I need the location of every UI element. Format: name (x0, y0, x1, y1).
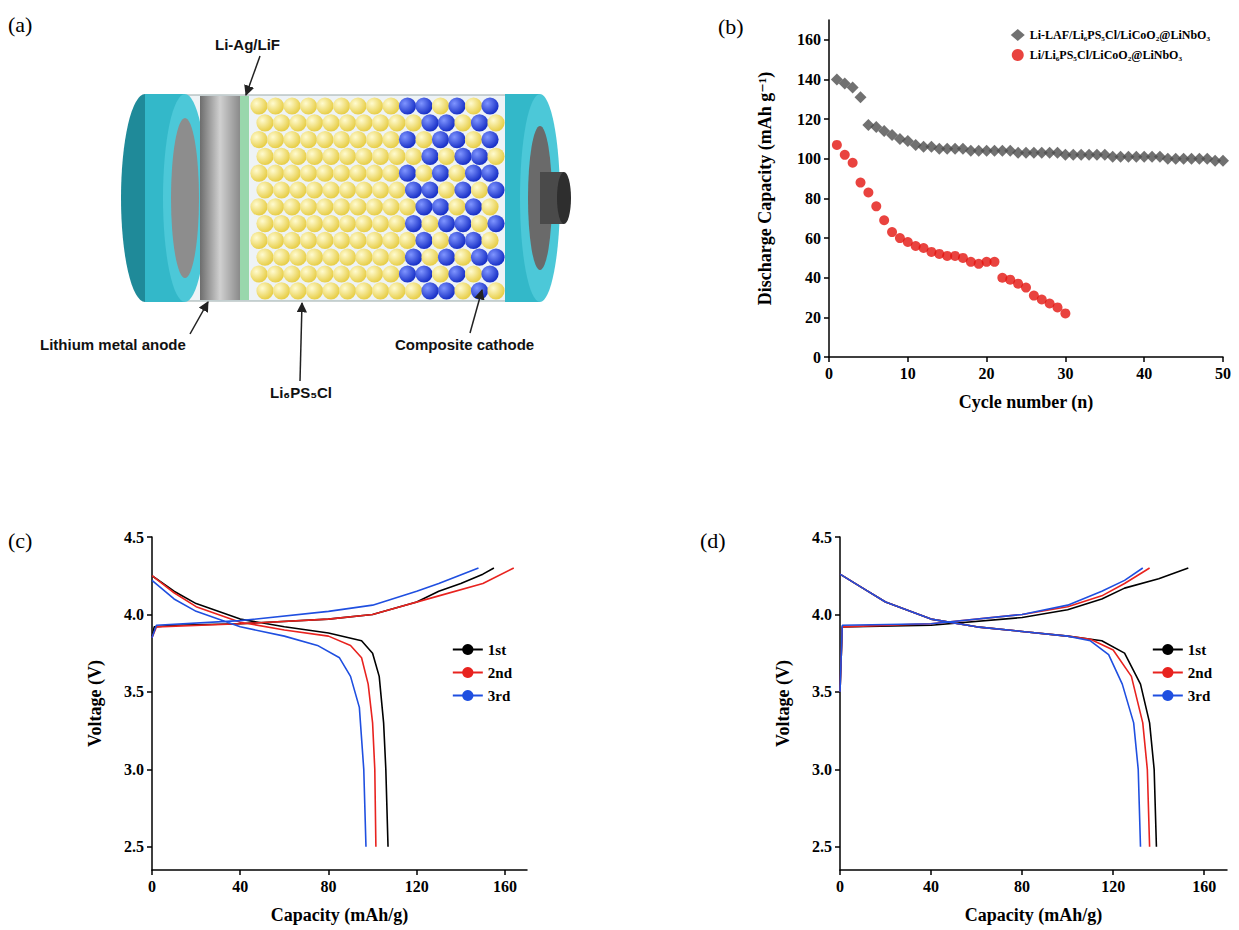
svg-text:40: 40 (805, 269, 821, 286)
svg-text:Voltage (V): Voltage (V) (85, 660, 106, 747)
svg-text:Capacity (mAh/g): Capacity (mAh/g) (965, 905, 1103, 926)
svg-text:140: 140 (797, 71, 821, 88)
svg-text:3.0: 3.0 (124, 761, 144, 778)
svg-text:3rd: 3rd (488, 688, 511, 704)
svg-text:Li₆PS₅Cl: Li₆PS₅Cl (270, 384, 332, 401)
svg-text:Li-LAF/Li₆PS₅Cl/LiCoO₂@LiNbO₃: Li-LAF/Li₆PS₅Cl/LiCoO₂@LiNbO₃ (1030, 28, 1211, 42)
svg-text:Discharge Capacity (mAh g⁻¹): Discharge Capacity (mAh g⁻¹) (755, 72, 776, 305)
svg-text:Capacity (mAh/g): Capacity (mAh/g) (271, 905, 409, 926)
svg-text:0: 0 (813, 349, 821, 366)
svg-text:Lithium metal anode: Lithium metal anode (40, 336, 186, 353)
svg-text:80: 80 (320, 878, 336, 895)
svg-text:50: 50 (1215, 365, 1231, 382)
svg-text:3rd: 3rd (1188, 688, 1211, 704)
svg-text:1st: 1st (488, 642, 506, 658)
svg-text:20: 20 (979, 365, 995, 382)
svg-text:Li/Li₆PS₅Cl/LiCoO₂@LiNbO₃: Li/Li₆PS₅Cl/LiCoO₂@LiNbO₃ (1030, 48, 1183, 62)
html-text:(d): (d) (700, 528, 726, 553)
svg-text:2.5: 2.5 (124, 838, 144, 855)
svg-text:2nd: 2nd (1188, 665, 1213, 681)
svg-text:3.5: 3.5 (812, 683, 832, 700)
svg-text:Voltage (V): Voltage (V) (773, 660, 794, 747)
svg-text:Cycle number (n): Cycle number (n) (959, 392, 1094, 413)
svg-text:2.5: 2.5 (812, 838, 832, 855)
html-text:(a): (a) (8, 12, 33, 37)
svg-text:40: 40 (923, 878, 939, 895)
svg-text:Li-Ag/LiF: Li-Ag/LiF (215, 36, 280, 53)
svg-text:1st: 1st (1188, 642, 1206, 658)
svg-text:3.5: 3.5 (124, 683, 144, 700)
svg-text:160: 160 (493, 878, 517, 895)
svg-text:40: 40 (1136, 365, 1152, 382)
svg-text:160: 160 (797, 31, 821, 48)
svg-text:Composite cathode: Composite cathode (395, 336, 534, 353)
svg-text:120: 120 (797, 111, 821, 128)
svg-text:20: 20 (805, 309, 821, 326)
svg-text:0: 0 (148, 878, 156, 895)
svg-text:4.5: 4.5 (812, 529, 832, 546)
svg-text:80: 80 (1014, 878, 1030, 895)
svg-text:0: 0 (836, 878, 844, 895)
svg-text:120: 120 (405, 878, 429, 895)
svg-text:0: 0 (825, 365, 833, 382)
svg-text:80: 80 (805, 190, 821, 207)
svg-text:4.0: 4.0 (812, 606, 832, 623)
html-text:(b): (b) (718, 14, 744, 39)
svg-text:2nd: 2nd (488, 665, 513, 681)
svg-text:4.5: 4.5 (124, 529, 144, 546)
svg-text:4.0: 4.0 (124, 606, 144, 623)
svg-text:40: 40 (232, 878, 248, 895)
html-text:(c): (c) (8, 528, 33, 553)
svg-text:160: 160 (1192, 878, 1216, 895)
svg-text:100: 100 (797, 150, 821, 167)
svg-text:60: 60 (805, 230, 821, 247)
svg-text:10: 10 (900, 365, 916, 382)
svg-text:30: 30 (1057, 365, 1073, 382)
svg-text:120: 120 (1101, 878, 1125, 895)
svg-text:3.0: 3.0 (812, 761, 832, 778)
